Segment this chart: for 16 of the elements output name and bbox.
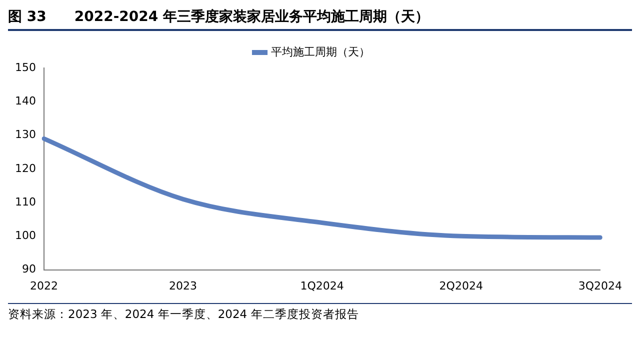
x-tick-label: 2022 — [30, 279, 58, 292]
text: 资料来源：2023 年、2024 年一季度、2024 年二季度投资者报告 — [8, 307, 360, 322]
y-tick-label: 100 — [14, 229, 36, 242]
chart-title: 图 33 2022-2024 年三季度家装家居业务平均施工周期（天） — [8, 8, 632, 31]
y-tick-label: 90 — [22, 262, 36, 276]
x-tick-label: 2Q2024 — [439, 279, 483, 292]
legend-label: 平均施工周期（天） — [270, 45, 370, 58]
y-tick-label: 110 — [14, 195, 36, 208]
y-tick-label: 140 — [14, 94, 36, 108]
line-series — [42, 136, 602, 240]
y-tick-label: 120 — [14, 162, 36, 175]
x-tick-label: 1Q2024 — [300, 279, 344, 292]
x-tick-label: 3Q2024 — [578, 279, 622, 292]
x-tick-label: 2023 — [169, 279, 198, 292]
y-tick-label: 150 — [14, 60, 36, 74]
y-tick-label: 130 — [14, 128, 36, 142]
